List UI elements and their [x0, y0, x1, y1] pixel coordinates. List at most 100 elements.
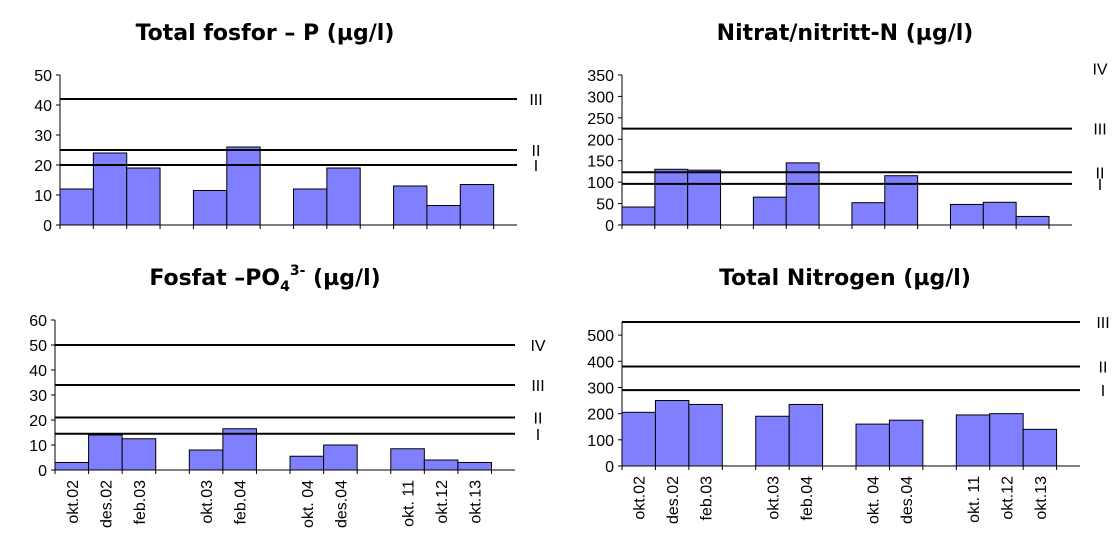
y-tick-label: 200	[587, 407, 614, 424]
x-tick-label: okt.02	[65, 480, 82, 524]
class-label-II: II	[534, 411, 543, 428]
y-tick-label: 300	[587, 380, 614, 397]
bar-3	[126, 167, 161, 226]
x-tick-label: feb.04	[233, 480, 250, 525]
y-tick-label: 0	[605, 218, 614, 235]
y-tick-label: 300	[587, 89, 614, 106]
chart-title: Total Nitrogen (µg/l)	[719, 266, 971, 291]
y-tick-label: 40	[29, 363, 47, 380]
x-tick-label: okt. 11	[966, 476, 983, 523]
x-tick-label: okt.13	[1033, 476, 1050, 520]
y-tick-label: 100	[587, 433, 614, 450]
bar-5	[222, 428, 257, 471]
x-tick-label: okt.13	[468, 480, 485, 524]
y-tick-label: 50	[34, 68, 52, 85]
y-tick-label: 40	[34, 98, 52, 115]
y-tick-label: 30	[34, 128, 52, 145]
chart-title: Total fosfor – P (µg/l)	[136, 21, 395, 46]
bar-9	[989, 413, 1024, 467]
y-tick-label: 20	[29, 413, 47, 430]
bar-6	[293, 188, 328, 226]
class-label-II: II	[1096, 165, 1105, 182]
y-tick-label: 0	[605, 459, 614, 476]
x-tick-label: okt.03	[199, 480, 216, 524]
x-tick-label: okt.03	[765, 476, 782, 520]
chart-title-superscript: 3-	[290, 263, 306, 279]
chart-3: Fosfat –PO43- (µg/l) 0 10 20 30 40 50 60 okt.02 d…	[29, 263, 546, 528]
x-tick-label: des.04	[333, 480, 350, 528]
x-tick-label: okt. 04	[300, 480, 317, 528]
chart-title-main: Nitrat/nitritt-N (µg/l)	[717, 21, 974, 46]
bar-3	[121, 438, 157, 471]
bar-8	[393, 185, 428, 226]
chart-title-main: Total Nitrogen (µg/l)	[719, 266, 971, 291]
class-label-II: II	[1099, 360, 1108, 377]
x-tick-label: des.02	[98, 480, 115, 528]
chart-2: Nitrat/nitritt-N (µg/l) 0 50 100 150 200 250 30…	[587, 21, 1108, 235]
y-tick-label: 0	[38, 463, 47, 480]
bar-9	[426, 205, 461, 226]
bar-9	[423, 459, 459, 471]
y-tick-label: 20	[34, 158, 52, 175]
bar-10	[457, 462, 492, 471]
chart-title-main: Fosfat –PO	[149, 266, 280, 291]
bar-10	[459, 184, 495, 226]
y-tick-label: 100	[587, 175, 614, 192]
bar-7	[326, 167, 361, 226]
bar-2	[92, 152, 128, 226]
class-label-II: II	[532, 143, 541, 160]
class-label-III: III	[529, 92, 542, 109]
chart-title-units: (µg/l)	[305, 266, 380, 291]
y-tick-label: 0	[43, 218, 52, 235]
class-label-I: I	[1098, 177, 1102, 194]
y-tick-label: 150	[587, 154, 614, 171]
class-label-IV: IV	[1092, 62, 1107, 79]
x-tick-label: okt.12	[999, 476, 1016, 520]
x-tick-label: okt. 11	[401, 480, 418, 527]
x-tick-label: des.02	[665, 476, 682, 524]
x-tick-label: okt. 04	[866, 476, 883, 524]
y-tick-label: 250	[587, 111, 614, 128]
bar-1	[59, 188, 94, 226]
bar-10	[1022, 428, 1058, 467]
x-tick-label: okt.12	[434, 480, 451, 524]
y-tick-label: 10	[29, 438, 47, 455]
chart-title: Fosfat –PO43- (µg/l)	[149, 263, 380, 295]
y-tick-label: 60	[29, 313, 47, 330]
x-tick-label: feb.04	[799, 476, 816, 521]
bar-3	[688, 403, 723, 467]
x-tick-label: des.04	[899, 476, 916, 524]
y-tick-label: 350	[587, 68, 614, 85]
class-label-I: I	[1101, 383, 1105, 400]
y-tick-label: 500	[587, 328, 614, 345]
bar-6	[851, 202, 886, 226]
bar-3	[687, 169, 722, 226]
bar-1	[621, 206, 656, 226]
bar-4	[192, 190, 228, 226]
bar-7	[888, 419, 924, 467]
bar-5	[226, 146, 261, 226]
class-label-IV: IV	[530, 338, 545, 355]
x-tick-label: okt.02	[632, 476, 649, 520]
chart-title-subscript: 4	[280, 279, 290, 295]
y-tick-label: 50	[29, 338, 47, 355]
bar-10	[1015, 215, 1050, 226]
bar-4	[755, 415, 790, 467]
class-label-I: I	[534, 158, 538, 175]
y-tick-label: 30	[29, 388, 47, 405]
chart-4: Total Nitrogen (µg/l) 0 100 200 300 400 500 okt…	[587, 266, 1109, 524]
bar-6	[855, 423, 890, 467]
class-label-III: III	[1096, 315, 1109, 332]
bar-1	[621, 411, 656, 467]
x-tick-label: feb.03	[699, 476, 716, 521]
class-label-III: III	[531, 378, 544, 395]
bar-9	[982, 201, 1017, 226]
y-tick-label: 50	[596, 197, 614, 214]
bar-8	[955, 414, 991, 467]
bar-8	[390, 448, 425, 471]
bar-6	[289, 455, 325, 471]
bar-8	[949, 203, 984, 226]
chart-title-main: Total fosfor – P (µg/l)	[136, 21, 395, 46]
y-tick-label: 10	[34, 188, 52, 205]
